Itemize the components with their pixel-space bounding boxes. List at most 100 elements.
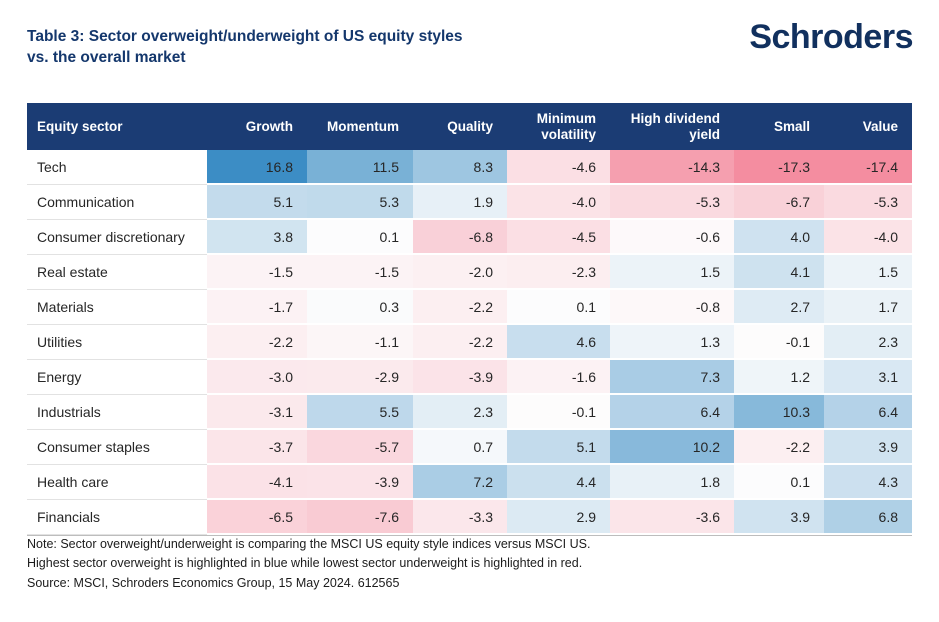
heatmap-cell: -14.3: [610, 150, 734, 185]
heatmap-cell: 5.1: [207, 185, 307, 220]
heatmap-cell: 4.3: [824, 465, 912, 500]
footnote-line3: Source: MSCI, Schroders Economics Group,…: [27, 575, 400, 590]
table-header: Equity sector Growth Momentum Quality Minimu…: [27, 103, 912, 150]
heatmap-cell: 7.2: [413, 465, 507, 500]
table-row: Consumer staples -3.7 -5.7 0.7 5.1 10.2 -2.2 3.…: [27, 430, 912, 465]
table-row: Real estate -1.5 -1.5 -2.0 -2.3 1.5 4.1 1.5: [27, 255, 912, 290]
heatmap-cell: 11.5: [307, 150, 413, 185]
table-row: Energy -3.0 -2.9 -3.9 -1.6 7.3 1.2 3.1: [27, 360, 912, 395]
heatmap-cell: -1.7: [207, 290, 307, 325]
table-body: Tech 16.8 11.5 8.3 -4.6 -14.3 -17.3 -17.4 Commun…: [27, 150, 912, 535]
heatmap-cell: 1.5: [610, 255, 734, 290]
heatmap-cell: -1.1: [307, 325, 413, 360]
column-header-label: Growth: [245, 118, 293, 134]
heatmap-cell: -2.9: [307, 360, 413, 395]
heatmap-cell: -3.7: [207, 430, 307, 465]
heatmap-cell: 3.1: [824, 360, 912, 395]
heatmap-cell: -2.0: [413, 255, 507, 290]
column-header-value: Value: [824, 103, 912, 150]
heatmap-cell: -5.3: [824, 185, 912, 220]
heatmap-cell: 10.3: [734, 395, 824, 430]
heatmap-cell: -4.1: [207, 465, 307, 500]
table-row: Consumer discretionary 3.8 0.1 -6.8 -4.5 -0.6…: [27, 220, 912, 255]
sector-name: Tech: [27, 150, 207, 185]
heatmap-cell: -3.3: [413, 500, 507, 535]
table-row: Tech 16.8 11.5 8.3 -4.6 -14.3 -17.3 -17.4: [27, 150, 912, 185]
column-header-label: Equity sector: [37, 118, 123, 134]
heatmap-cell: 2.3: [413, 395, 507, 430]
sector-name: Materials: [27, 290, 207, 325]
heatmap-cell: 5.3: [307, 185, 413, 220]
table-row: Communication 5.1 5.3 1.9 -4.0 -5.3 -6.7 -5.3: [27, 185, 912, 220]
footnote-line1: Note: Sector overweight/underweight is c…: [27, 537, 591, 551]
schroders-logo: Schroders: [749, 18, 913, 56]
heatmap-cell: -5.7: [307, 430, 413, 465]
heatmap-cell: 2.7: [734, 290, 824, 325]
column-header-minimum-volatility: Minimum volatility: [507, 103, 610, 150]
heatmap-cell: -1.5: [207, 255, 307, 290]
heatmap-cell: -2.2: [413, 325, 507, 360]
heatmap-cell: -4.0: [824, 220, 912, 255]
column-header-label: Minimum volatility: [536, 110, 596, 142]
heatmap-cell: -7.6: [307, 500, 413, 535]
column-header-small: Small: [734, 103, 824, 150]
heatmap-cell: -3.0: [207, 360, 307, 395]
column-header-high-dividend-yield: High dividend yield: [610, 103, 734, 150]
heatmap-cell: 8.3: [413, 150, 507, 185]
sector-name: Consumer discretionary: [27, 220, 207, 255]
heatmap-cell: 5.5: [307, 395, 413, 430]
heatmap-cell: 1.3: [610, 325, 734, 360]
heatmap-cell: 0.7: [413, 430, 507, 465]
table-row: Health care -4.1 -3.9 7.2 4.4 1.8 0.1 4.3: [27, 465, 912, 500]
heatmap-cell: -4.5: [507, 220, 610, 255]
heatmap-cell: 1.7: [824, 290, 912, 325]
heatmap-cell: 6.4: [610, 395, 734, 430]
heatmap-cell: 3.9: [734, 500, 824, 535]
heatmap-cell: -4.6: [507, 150, 610, 185]
heatmap-cell: -5.3: [610, 185, 734, 220]
page-title-line1: Table 3: Sector overweight/underweight o…: [27, 28, 463, 45]
table-header-row: Equity sector Growth Momentum Quality Minimu…: [27, 103, 912, 150]
heatmap-cell: 2.3: [824, 325, 912, 360]
heatmap-cell: -0.1: [507, 395, 610, 430]
heatmap-cell: -0.6: [610, 220, 734, 255]
heatmap-cell: 4.0: [734, 220, 824, 255]
heatmap-cell: 1.9: [413, 185, 507, 220]
column-header-quality: Quality: [413, 103, 507, 150]
heatmap-cell: 3.9: [824, 430, 912, 465]
heatmap-cell: 6.8: [824, 500, 912, 535]
heatmap-cell: 0.1: [507, 290, 610, 325]
heatmap-cell: 0.3: [307, 290, 413, 325]
heatmap-cell: 1.5: [824, 255, 912, 290]
heatmap-cell: -2.2: [207, 325, 307, 360]
heatmap-cell: 0.1: [734, 465, 824, 500]
sector-name: Financials: [27, 500, 207, 535]
heatmap-cell: -2.2: [734, 430, 824, 465]
sector-name: Real estate: [27, 255, 207, 290]
heatmap-cell: -6.8: [413, 220, 507, 255]
heatmap-cell: -6.5: [207, 500, 307, 535]
heatmap-cell: -3.9: [413, 360, 507, 395]
sector-table: Equity sector Growth Momentum Quality Minimu…: [27, 103, 912, 536]
column-header-label: High dividend yield: [630, 110, 720, 142]
sector-name: Health care: [27, 465, 207, 500]
heatmap-cell: -3.1: [207, 395, 307, 430]
sector-name: Energy: [27, 360, 207, 395]
heatmap-cell: -3.9: [307, 465, 413, 500]
column-header-equity-sector: Equity sector: [27, 103, 207, 150]
heatmap-cell: -1.6: [507, 360, 610, 395]
heatmap-cell: -6.7: [734, 185, 824, 220]
heatmap-cell: 0.1: [307, 220, 413, 255]
table-row: Industrials -3.1 5.5 2.3 -0.1 6.4 10.3 6.4: [27, 395, 912, 430]
column-header-label: Quality: [447, 118, 493, 134]
table-row: Materials -1.7 0.3 -2.2 0.1 -0.8 2.7 1.7: [27, 290, 912, 325]
sector-name: Communication: [27, 185, 207, 220]
heatmap-cell: 2.9: [507, 500, 610, 535]
column-header-label: Small: [773, 118, 810, 134]
heatmap-cell: -0.1: [734, 325, 824, 360]
page-title: Table 3: Sector overweight/underweight o…: [27, 26, 607, 69]
footnote: Note: Sector overweight/underweight is c…: [27, 535, 887, 593]
heatmap-cell: 10.2: [610, 430, 734, 465]
page-title-line2: vs. the overall market: [27, 49, 186, 67]
